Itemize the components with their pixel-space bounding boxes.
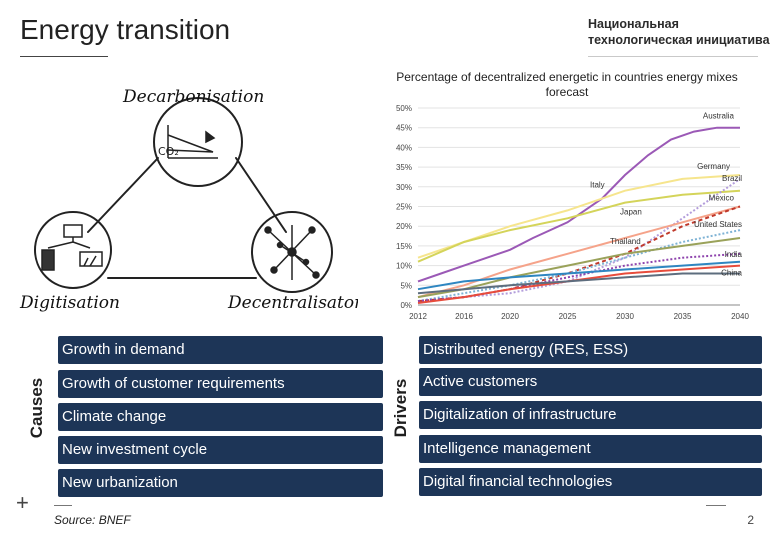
series-label: Mexico	[709, 194, 735, 203]
series-line	[417, 272, 740, 295]
x-tick-label: 2020	[501, 312, 519, 321]
drivers-label: Drivers	[391, 378, 410, 438]
cause-growth-in-demand: Growth in demand	[58, 336, 383, 364]
y-tick-label: 10%	[396, 262, 412, 271]
x-tick-label: 2012	[409, 312, 427, 321]
series-line	[417, 260, 741, 291]
decentralized-energy-chart: 0% 5% 10% 15% 20% 25% 30% 35% 40% 45% 50% 2012 2016 2…	[396, 104, 749, 321]
devices-icon	[41, 224, 103, 271]
logo-line-2: технологическая инициатива	[588, 33, 770, 47]
series-label: Brazil	[722, 174, 742, 183]
page-number: 2	[747, 513, 754, 527]
x-tick-label: 2016	[455, 312, 473, 321]
digitisation-circle	[34, 211, 112, 289]
y-tick-label: 30%	[396, 183, 412, 192]
y-tick-label: 50%	[396, 104, 412, 113]
series-line	[417, 126, 740, 283]
y-tick-label: 45%	[396, 124, 412, 133]
driver-digital-financial-tech: Digital financial technologies	[419, 468, 762, 496]
x-tick-label: 2030	[616, 312, 634, 321]
driver-active-customers: Active customers	[419, 368, 762, 396]
source-note: Source: BNEF	[54, 513, 131, 527]
triangle-edge-left	[87, 157, 159, 233]
logo-line-1: Национальная	[588, 17, 679, 31]
series-label: Japan	[620, 208, 642, 217]
decentralisation-circle	[251, 211, 333, 293]
y-tick-label: 25%	[396, 203, 412, 212]
series-label: China	[721, 269, 742, 278]
driver-digitalization-infrastructure: Digitalization of infrastructure	[419, 401, 762, 429]
digitisation-label: Digitisation	[19, 293, 120, 313]
cause-new-investment-cycle: New investment cycle	[58, 436, 383, 464]
decarbonisation-label: Decarbonisation	[122, 87, 264, 107]
series-label: Australia	[703, 112, 735, 121]
driver-distributed-energy: Distributed energy (RES, ESS)	[419, 336, 762, 364]
series-label: Germany	[697, 162, 730, 171]
cause-customer-requirements: Growth of customer requirements	[58, 370, 383, 398]
y-tick-label: 0%	[400, 301, 412, 310]
series-line	[417, 189, 741, 263]
footer-dash-left	[54, 505, 72, 506]
footer-dash-right	[706, 505, 726, 506]
page-title: Energy transition	[20, 14, 231, 45]
series-label: India	[725, 250, 743, 259]
title-underline	[20, 56, 108, 57]
x-tick-label: 2025	[559, 312, 577, 321]
x-tick-label: 2035	[674, 312, 692, 321]
co2-chart-icon	[167, 125, 218, 159]
causes-label: Causes	[27, 377, 46, 439]
triangle-edge-right	[235, 157, 287, 233]
y-tick-label: 15%	[396, 242, 412, 251]
cause-climate-change: Climate change	[58, 403, 383, 431]
y-tick-label: 20%	[396, 222, 412, 231]
series-label: United States	[694, 220, 742, 229]
driver-intelligence-management: Intelligence management	[419, 435, 762, 463]
x-tick-label: 2040	[731, 312, 749, 321]
network-icon	[264, 225, 320, 280]
series-line	[417, 205, 741, 299]
cause-new-urbanization: New urbanization	[58, 469, 383, 497]
decentralisation-label: Decentralisaton	[227, 293, 358, 313]
series-label: Italy	[590, 181, 605, 190]
y-tick-label: 40%	[396, 143, 412, 152]
series-label: Thailand	[610, 237, 641, 246]
decarbonisation-circle	[153, 97, 243, 187]
plus-mark: +	[16, 490, 29, 515]
logo-underline	[588, 56, 758, 57]
y-tick-label: 35%	[396, 163, 412, 172]
chart-title: Percentage of decentralized energetic in…	[396, 70, 738, 99]
co2-label: CO₂	[158, 145, 179, 158]
nti-logo: Национальная технологическая инициатива	[588, 16, 770, 48]
y-tick-label: 5%	[400, 281, 412, 290]
series-line	[417, 252, 741, 303]
energy-triangle-sketch: CO₂ Decarbonisation Digitisation Decentr…	[19, 87, 358, 313]
